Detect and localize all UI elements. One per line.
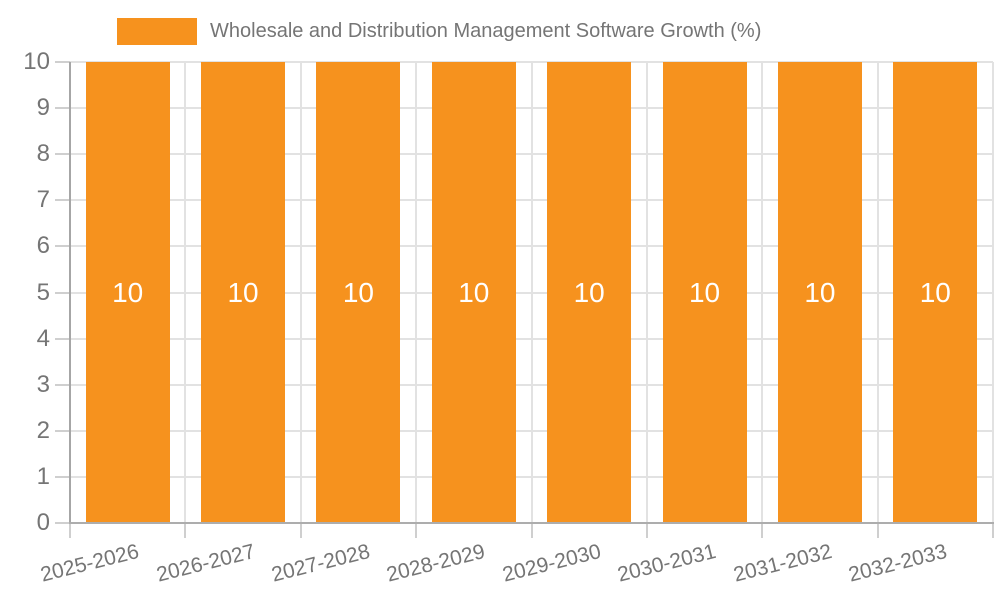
x-axis-tick xyxy=(876,523,879,538)
bar-value-label: 10 xyxy=(342,276,375,308)
x-tick-label: 2032-2033 xyxy=(846,539,950,587)
gridline-vertical xyxy=(645,62,648,523)
x-axis-tick xyxy=(69,523,71,538)
legend: Wholesale and Distribution Management So… xyxy=(117,16,761,46)
bar-value-label: 10 xyxy=(919,276,951,308)
x-axis-line xyxy=(69,522,994,524)
y-axis-tick xyxy=(55,245,70,248)
y-tick-label: 1 xyxy=(36,462,50,490)
bar xyxy=(893,62,978,523)
gridline-vertical xyxy=(876,62,879,523)
bar-value-label: 10 xyxy=(688,276,721,308)
gridline-vertical xyxy=(761,62,764,523)
bar xyxy=(201,62,286,523)
y-tick-label: 3 xyxy=(36,370,50,398)
x-tick-label: 2031-2032 xyxy=(730,539,834,587)
y-tick-label: 6 xyxy=(36,232,50,260)
x-axis-tick xyxy=(415,523,418,538)
y-axis-tick xyxy=(55,199,70,202)
y-tick-label: 2 xyxy=(36,416,50,444)
bar-value-label: 10 xyxy=(458,276,490,308)
y-axis-tick xyxy=(55,522,70,524)
x-axis-tick xyxy=(184,523,187,538)
y-axis-tick xyxy=(55,61,70,63)
y-tick-label: 10 xyxy=(23,48,50,75)
x-tick-label: 2026-2027 xyxy=(153,539,257,587)
gridline-vertical xyxy=(299,62,302,523)
x-tick-label: 2030-2031 xyxy=(615,539,719,587)
y-tick-label: 8 xyxy=(36,140,50,168)
x-axis-tick xyxy=(530,523,533,538)
y-tick-label: 5 xyxy=(36,278,50,306)
gridline-vertical xyxy=(992,62,994,523)
x-axis-tick xyxy=(645,523,648,538)
y-axis-tick xyxy=(55,475,70,478)
legend-label: Wholesale and Distribution Management So… xyxy=(210,19,762,42)
gridline-vertical xyxy=(530,62,533,523)
x-tick-label: 2025-2026 xyxy=(38,539,142,587)
x-tick-label: 2029-2030 xyxy=(499,539,603,587)
y-axis-tick xyxy=(55,383,70,386)
bar xyxy=(85,62,170,523)
y-axis-tick xyxy=(55,107,70,110)
bar xyxy=(431,62,516,523)
bar-value-label: 10 xyxy=(227,276,259,308)
y-tick-label: 9 xyxy=(36,94,50,122)
x-axis-tick xyxy=(761,523,764,538)
gridline-vertical xyxy=(184,62,187,523)
bar-value-label: 10 xyxy=(573,276,605,308)
y-axis-tick xyxy=(55,429,70,432)
y-axis-tick xyxy=(55,291,70,294)
legend-swatch xyxy=(117,17,197,45)
y-axis-line xyxy=(69,62,71,523)
bar xyxy=(547,62,632,523)
x-tick-label: 2027-2028 xyxy=(269,539,373,587)
x-axis-tick xyxy=(299,523,302,538)
y-tick-label: 4 xyxy=(36,324,50,352)
y-tick-label: 7 xyxy=(36,186,50,214)
gridline-vertical xyxy=(415,62,418,523)
y-tick-label: 0 xyxy=(36,509,50,536)
bar xyxy=(662,62,747,523)
bar xyxy=(316,62,401,523)
y-axis-tick xyxy=(55,337,70,340)
bar-value-label: 10 xyxy=(804,276,836,308)
x-axis-tick xyxy=(992,523,994,538)
y-axis-tick xyxy=(55,153,70,156)
x-tick-label: 2028-2029 xyxy=(384,539,488,587)
bar xyxy=(777,62,862,523)
bar-value-label: 10 xyxy=(112,276,144,308)
